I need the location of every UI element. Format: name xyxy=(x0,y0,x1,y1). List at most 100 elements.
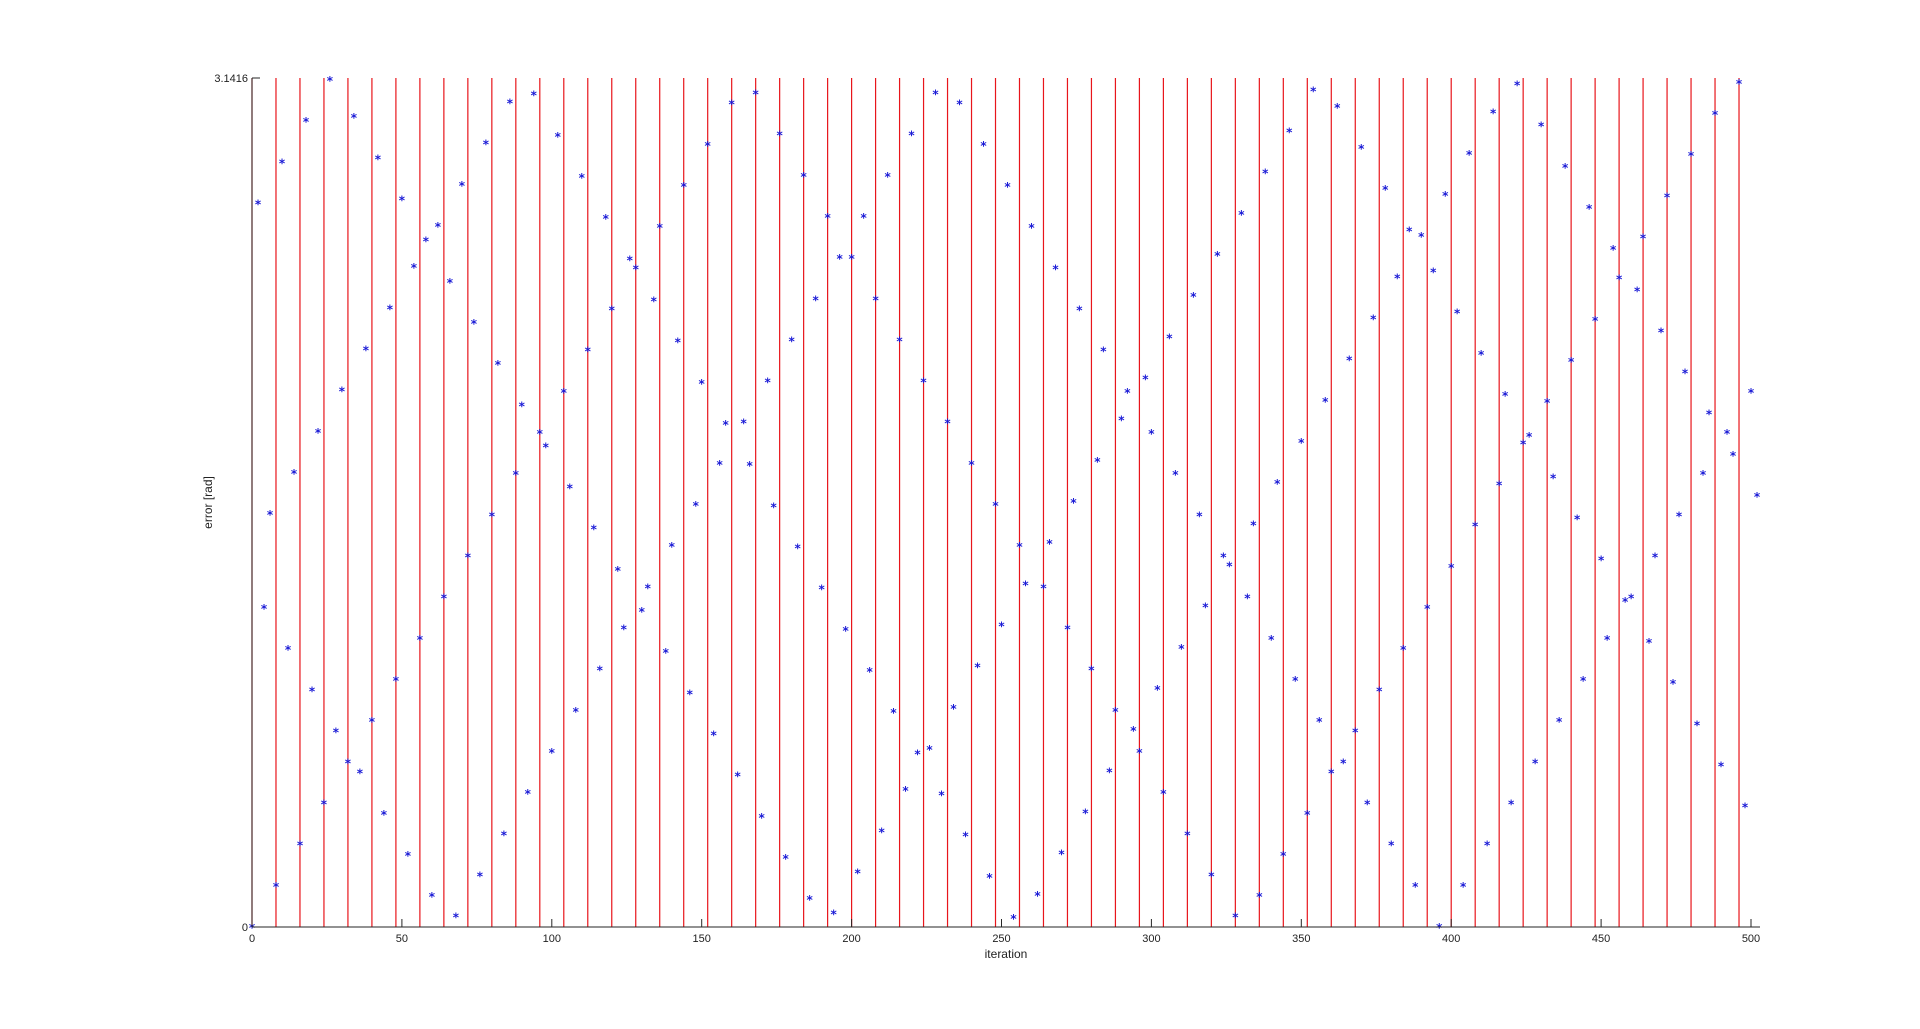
data-point: * xyxy=(411,261,418,275)
data-point: * xyxy=(944,417,951,431)
data-point: * xyxy=(609,304,616,318)
data-point: * xyxy=(842,624,849,638)
data-point: * xyxy=(771,500,778,514)
x-tick-label: 200 xyxy=(842,933,860,945)
data-point: * xyxy=(507,96,514,110)
data-point: * xyxy=(812,293,819,307)
data-point: * xyxy=(339,385,346,399)
data-point: * xyxy=(753,87,760,101)
data-point: * xyxy=(890,706,897,720)
data-point: * xyxy=(1106,765,1113,779)
data-point: * xyxy=(1322,395,1329,409)
data-point: * xyxy=(1112,705,1119,719)
data-point: * xyxy=(633,262,640,276)
data-point: * xyxy=(1502,389,1509,403)
data-point: * xyxy=(938,789,945,803)
data-point: * xyxy=(1748,386,1755,400)
data-point: * xyxy=(399,193,406,207)
data-point: * xyxy=(657,221,664,235)
data-point: * xyxy=(513,468,520,482)
data-point: * xyxy=(549,746,556,760)
data-point: * xyxy=(1352,725,1359,739)
data-point: * xyxy=(681,180,688,194)
data-point: * xyxy=(860,211,867,225)
data-point: * xyxy=(1478,348,1485,362)
data-point: * xyxy=(1010,912,1017,926)
data-point: * xyxy=(1124,386,1131,400)
data-point: * xyxy=(1544,396,1551,410)
data-point: * xyxy=(423,235,430,249)
data-point: * xyxy=(1754,490,1761,504)
data-point: * xyxy=(1706,408,1713,422)
data-point: * xyxy=(848,252,855,266)
data-point: * xyxy=(279,156,286,170)
data-point: * xyxy=(878,825,885,839)
data-point: * xyxy=(639,605,646,619)
data-point: * xyxy=(783,852,790,866)
data-point: * xyxy=(1142,372,1149,386)
data-point: * xyxy=(1238,208,1245,222)
data-point: * xyxy=(387,302,394,316)
data-point: * xyxy=(1148,427,1155,441)
data-point: * xyxy=(429,890,436,904)
data-point: * xyxy=(1724,427,1731,441)
data-point: * xyxy=(789,334,796,348)
data-point: * xyxy=(824,211,831,225)
x-axis-label: iteration xyxy=(985,947,1028,961)
data-point: * xyxy=(285,643,292,657)
data-point: * xyxy=(1616,273,1623,287)
y-tick-label: 0 xyxy=(242,922,248,934)
data-point: * xyxy=(1472,520,1479,534)
data-point: * xyxy=(1304,808,1311,822)
data-point: * xyxy=(1220,551,1227,565)
x-tick-label: 150 xyxy=(693,933,711,945)
data-point: * xyxy=(645,581,652,595)
data-point: * xyxy=(1232,911,1239,925)
data-point: * xyxy=(1244,592,1251,606)
data-point: * xyxy=(447,276,454,290)
data-point: * xyxy=(1556,715,1563,729)
data-point: * xyxy=(920,376,927,390)
data-point: * xyxy=(1292,674,1299,688)
data-point: * xyxy=(333,725,340,739)
data-point: * xyxy=(1118,414,1125,428)
data-point: * xyxy=(932,87,939,101)
data-point: * xyxy=(1088,664,1095,678)
data-point: * xyxy=(711,729,718,743)
data-point: * xyxy=(1562,161,1569,175)
data-point: * xyxy=(1058,848,1065,862)
data-point: * xyxy=(1484,839,1491,853)
data-point: * xyxy=(872,293,879,307)
data-point: * xyxy=(1592,314,1599,328)
data-point: * xyxy=(723,418,730,432)
data-point: * xyxy=(735,770,742,784)
data-point: * xyxy=(1670,677,1677,691)
x-tick-label: 100 xyxy=(543,933,561,945)
data-point: * xyxy=(1574,512,1581,526)
data-point: * xyxy=(561,386,568,400)
data-point: * xyxy=(687,687,694,701)
data-point: * xyxy=(669,540,676,554)
data-point: * xyxy=(417,633,424,647)
data-point: * xyxy=(729,98,736,112)
data-point: * xyxy=(621,623,628,637)
data-point: * xyxy=(1424,602,1431,616)
data-point: * xyxy=(705,139,712,153)
data-point: * xyxy=(1370,313,1377,327)
data-point: * xyxy=(926,743,933,757)
data-point: * xyxy=(1376,684,1383,698)
data-point: * xyxy=(675,336,682,350)
data-point: * xyxy=(1202,601,1209,615)
data-point: * xyxy=(651,295,658,309)
data-point: * xyxy=(1406,224,1413,238)
data-point: * xyxy=(267,508,274,522)
data-point: * xyxy=(1700,468,1707,482)
data-point: * xyxy=(567,482,574,496)
x-tick-label: 300 xyxy=(1142,933,1160,945)
data-point: * xyxy=(525,787,532,801)
data-point: * xyxy=(543,440,550,454)
data-point: * xyxy=(1496,478,1503,492)
data-point: * xyxy=(1412,880,1419,894)
data-point: * xyxy=(1418,230,1425,244)
data-point: * xyxy=(1358,142,1365,156)
